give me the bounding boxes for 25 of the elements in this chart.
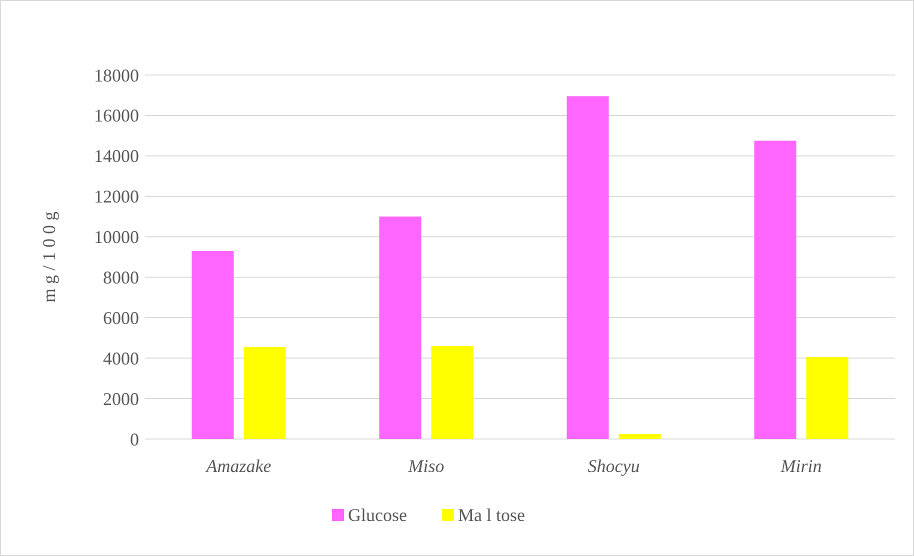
y-tick-label: 14000 [94, 146, 139, 166]
bar [431, 346, 474, 439]
y-tick-label: 2000 [103, 388, 139, 409]
y-tick-label: 10000 [94, 227, 139, 248]
legend-label: Ma l tose [458, 505, 525, 525]
x-tick-label: Miso [407, 456, 444, 476]
y-tick-label: 12000 [94, 186, 139, 207]
y-tick-label: 0 [130, 429, 139, 450]
legend-label: Glucose [348, 505, 407, 525]
bar [754, 140, 796, 439]
bar [192, 250, 234, 439]
y-tick-label: 4000 [103, 348, 139, 368]
y-tick-label: 8000 [103, 268, 139, 288]
bar [566, 96, 609, 439]
x-tick-label: Mirin [780, 456, 822, 476]
y-tick-label: 16000 [94, 106, 139, 126]
bar [244, 346, 286, 439]
bar [618, 434, 661, 439]
x-tick-label: Amazake [205, 456, 272, 476]
y-tick-label: 18000 [94, 65, 139, 86]
y-tick-label: 6000 [103, 308, 139, 328]
bar [379, 216, 422, 439]
bar [806, 357, 848, 439]
y-axis-title: m g / 1 0 0 g [39, 211, 59, 303]
x-tick-label: Shocyu [588, 456, 640, 476]
